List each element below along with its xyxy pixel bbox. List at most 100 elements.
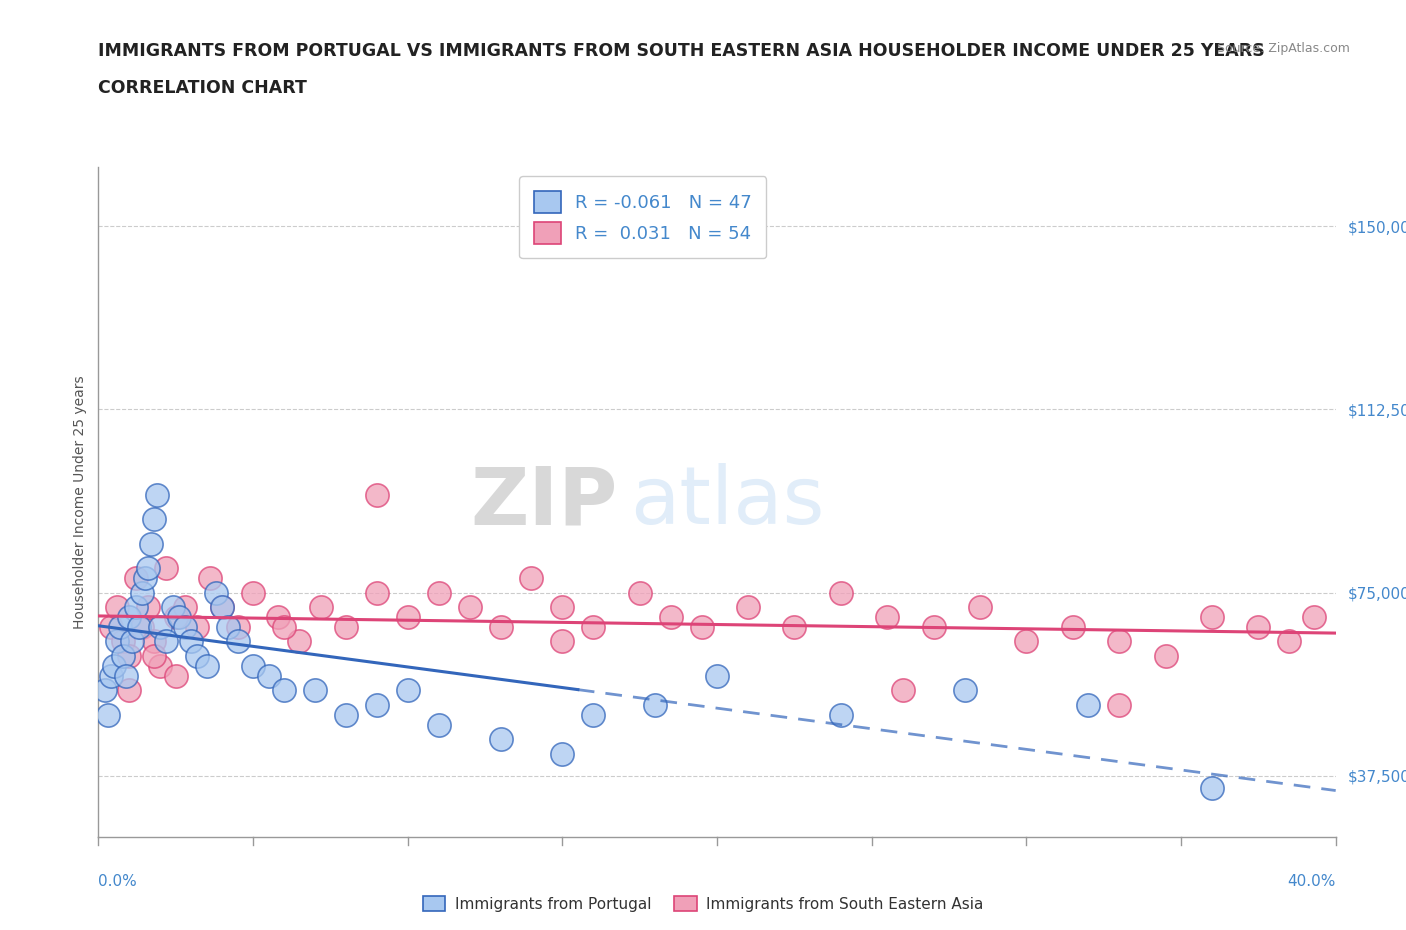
Immigrants from South Eastern Asia: [582, 619, 605, 634]
Immigrants from Portugal: [124, 600, 146, 615]
Immigrants from Portugal: [103, 658, 125, 673]
Immigrants from Portugal: [1077, 698, 1099, 712]
Text: CORRELATION CHART: CORRELATION CHART: [98, 79, 308, 97]
Immigrants from South Eastern Asia: [876, 610, 898, 625]
Immigrants from South Eastern Asia: [165, 610, 187, 625]
Immigrants from South Eastern Asia: [489, 619, 512, 634]
Immigrants from Portugal: [128, 619, 150, 634]
Immigrants from Portugal: [335, 708, 357, 723]
Immigrants from South Eastern Asia: [155, 561, 177, 576]
Immigrants from Portugal: [242, 658, 264, 673]
Immigrants from Portugal: [489, 732, 512, 747]
Immigrants from South Eastern Asia: [242, 585, 264, 600]
Immigrants from South Eastern Asia: [891, 683, 914, 698]
Immigrants from Portugal: [174, 619, 197, 634]
Y-axis label: Householder Income Under 25 years: Householder Income Under 25 years: [73, 376, 87, 629]
Immigrants from Portugal: [100, 669, 122, 684]
Immigrants from Portugal: [427, 717, 450, 732]
Immigrants from South Eastern Asia: [226, 619, 249, 634]
Immigrants from South Eastern Asia: [1278, 634, 1301, 649]
Immigrants from Portugal: [217, 619, 239, 634]
Immigrants from Portugal: [139, 537, 162, 551]
Immigrants from Portugal: [706, 669, 728, 684]
Text: IMMIGRANTS FROM PORTUGAL VS IMMIGRANTS FROM SOUTH EASTERN ASIA HOUSEHOLDER INCOM: IMMIGRANTS FROM PORTUGAL VS IMMIGRANTS F…: [98, 42, 1265, 60]
Immigrants from Portugal: [582, 708, 605, 723]
Immigrants from Portugal: [304, 683, 326, 698]
Immigrants from South Eastern Asia: [105, 600, 128, 615]
Immigrants from Portugal: [953, 683, 976, 698]
Immigrants from South Eastern Asia: [174, 600, 197, 615]
Immigrants from South Eastern Asia: [458, 600, 481, 615]
Immigrants from Portugal: [257, 669, 280, 684]
Immigrants from South Eastern Asia: [690, 619, 713, 634]
Immigrants from Portugal: [273, 683, 295, 698]
Immigrants from Portugal: [186, 649, 208, 664]
Immigrants from Portugal: [105, 634, 128, 649]
Immigrants from Portugal: [167, 610, 190, 625]
Immigrants from Portugal: [118, 610, 141, 625]
Immigrants from South Eastern Asia: [198, 570, 221, 585]
Immigrants from South Eastern Asia: [1303, 610, 1326, 625]
Immigrants from South Eastern Asia: [273, 619, 295, 634]
Immigrants from South Eastern Asia: [427, 585, 450, 600]
Immigrants from South Eastern Asia: [922, 619, 945, 634]
Legend: R = -0.061   N = 47, R =  0.031   N = 54: R = -0.061 N = 47, R = 0.031 N = 54: [519, 177, 766, 259]
Text: ZIP: ZIP: [471, 463, 619, 541]
Immigrants from Portugal: [226, 634, 249, 649]
Immigrants from South Eastern Asia: [1201, 610, 1223, 625]
Immigrants from South Eastern Asia: [186, 619, 208, 634]
Immigrants from South Eastern Asia: [1062, 619, 1084, 634]
Immigrants from South Eastern Asia: [659, 610, 682, 625]
Text: 40.0%: 40.0%: [1288, 874, 1336, 889]
Text: 0.0%: 0.0%: [98, 874, 138, 889]
Immigrants from South Eastern Asia: [366, 585, 388, 600]
Immigrants from Portugal: [134, 570, 156, 585]
Immigrants from Portugal: [205, 585, 228, 600]
Immigrants from South Eastern Asia: [112, 634, 135, 649]
Immigrants from Portugal: [644, 698, 666, 712]
Text: Source: ZipAtlas.com: Source: ZipAtlas.com: [1216, 42, 1350, 55]
Immigrants from Portugal: [155, 634, 177, 649]
Immigrants from South Eastern Asia: [165, 669, 187, 684]
Immigrants from South Eastern Asia: [143, 649, 166, 664]
Immigrants from South Eastern Asia: [396, 610, 419, 625]
Immigrants from Portugal: [1201, 780, 1223, 795]
Immigrants from South Eastern Asia: [628, 585, 651, 600]
Immigrants from Portugal: [112, 649, 135, 664]
Immigrants from South Eastern Asia: [551, 600, 574, 615]
Immigrants from Portugal: [121, 634, 143, 649]
Immigrants from South Eastern Asia: [131, 619, 153, 634]
Legend: Immigrants from Portugal, Immigrants from South Eastern Asia: Immigrants from Portugal, Immigrants fro…: [416, 889, 990, 918]
Immigrants from Portugal: [143, 512, 166, 526]
Immigrants from Portugal: [115, 669, 138, 684]
Immigrants from Portugal: [366, 698, 388, 712]
Immigrants from South Eastern Asia: [335, 619, 357, 634]
Immigrants from South Eastern Asia: [143, 634, 166, 649]
Immigrants from South Eastern Asia: [1154, 649, 1177, 664]
Immigrants from South Eastern Asia: [1247, 619, 1270, 634]
Immigrants from South Eastern Asia: [288, 634, 311, 649]
Immigrants from Portugal: [211, 600, 233, 615]
Immigrants from Portugal: [131, 585, 153, 600]
Immigrants from South Eastern Asia: [267, 610, 290, 625]
Immigrants from Portugal: [108, 619, 131, 634]
Immigrants from South Eastern Asia: [783, 619, 806, 634]
Immigrants from South Eastern Asia: [520, 570, 543, 585]
Immigrants from Portugal: [180, 634, 202, 649]
Immigrants from Portugal: [97, 708, 120, 723]
Immigrants from Portugal: [162, 600, 184, 615]
Immigrants from Portugal: [149, 619, 172, 634]
Immigrants from South Eastern Asia: [1108, 634, 1130, 649]
Immigrants from South Eastern Asia: [969, 600, 991, 615]
Immigrants from Portugal: [830, 708, 852, 723]
Immigrants from South Eastern Asia: [100, 619, 122, 634]
Immigrants from Portugal: [146, 487, 169, 502]
Immigrants from Portugal: [93, 683, 115, 698]
Immigrants from South Eastern Asia: [118, 683, 141, 698]
Immigrants from South Eastern Asia: [366, 487, 388, 502]
Immigrants from South Eastern Asia: [118, 649, 141, 664]
Immigrants from South Eastern Asia: [309, 600, 332, 615]
Immigrants from Portugal: [195, 658, 218, 673]
Immigrants from Portugal: [396, 683, 419, 698]
Immigrants from South Eastern Asia: [1015, 634, 1038, 649]
